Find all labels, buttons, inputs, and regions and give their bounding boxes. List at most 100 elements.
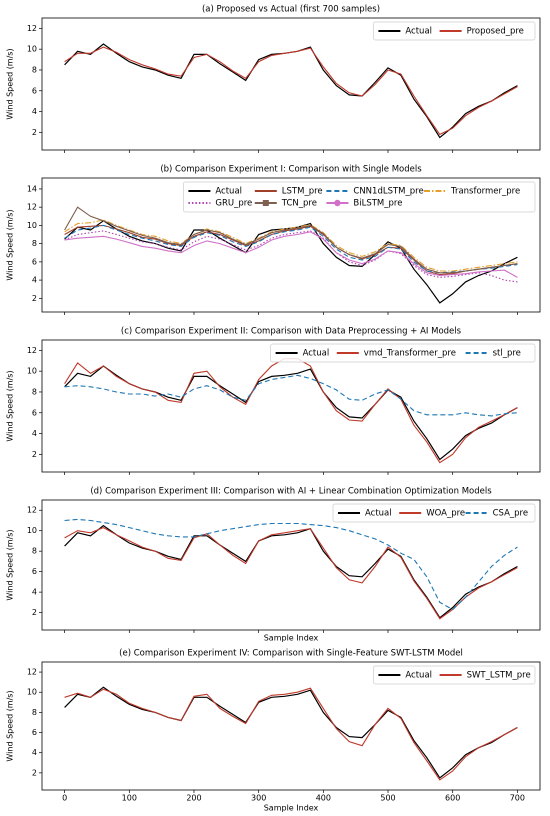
y-tick-label: 8 <box>32 708 37 717</box>
legend-marker <box>334 199 341 207</box>
y-tick-label: 6 <box>32 728 37 737</box>
y-tick-label: 8 <box>32 387 37 396</box>
plot-frame <box>41 499 541 631</box>
x-tick-label: 100 <box>122 794 137 803</box>
y-tick-label: 10 <box>27 526 37 535</box>
series-line <box>64 374 518 417</box>
y-tick-label: 14 <box>27 184 37 193</box>
legend-label: Actual <box>303 349 330 359</box>
legend-box <box>332 503 536 523</box>
plot-frame <box>41 177 541 313</box>
y-axis-label: Wind Speed (m/s) <box>6 529 15 600</box>
legend-label: TCN_pre <box>281 199 317 209</box>
series-line <box>64 206 518 274</box>
series-line <box>64 219 518 272</box>
x-tick-label: 700 <box>510 794 525 803</box>
y-axis-label: Wind Speed (m/s) <box>6 370 15 441</box>
subplot: (b) Comparison Experiment I: Comparison … <box>6 165 541 315</box>
y-tick-label: 6 <box>32 408 37 417</box>
series-line <box>64 220 518 304</box>
legend-label: Transformer_pre <box>450 187 520 197</box>
legend-marker <box>262 200 269 206</box>
y-tick-label: 4 <box>32 748 37 757</box>
y-tick-label: 12 <box>27 24 37 33</box>
plot-frame <box>41 17 541 151</box>
legend-label: Actual <box>215 187 242 197</box>
x-tick-label: 200 <box>186 794 201 803</box>
y-tick-label: 4 <box>32 276 37 285</box>
legend-label: Actual <box>365 509 392 519</box>
y-tick-label: 12 <box>27 203 37 212</box>
series-line <box>64 46 518 136</box>
y-tick-label: 12 <box>27 346 37 355</box>
series-line <box>64 224 518 274</box>
x-tick-label: 600 <box>445 794 460 803</box>
subplot-title: (a) Proposed vs Actual (first 700 sample… <box>202 5 380 15</box>
legend-label: BiLSTM_pre <box>353 199 402 209</box>
legend-label: SWT_LSTM_pre <box>467 671 531 681</box>
subplot: (c) Comparison Experiment II: Comparison… <box>6 327 541 475</box>
y-tick-label: 10 <box>27 688 37 697</box>
subplot: (d) Comparison Experiment III: Compariso… <box>6 487 541 643</box>
legend-label: Proposed_pre <box>467 27 524 37</box>
subplot: (e) Comparison Experiment IV: Comparison… <box>6 649 541 813</box>
x-tick-label: 0 <box>62 794 67 803</box>
legend: Actual vmd_Transformer_pre stl_pre <box>270 343 536 363</box>
subplot-title: (e) Comparison Experiment IV: Comparison… <box>119 649 463 659</box>
y-axis-label: Wind Speed (m/s) <box>6 690 15 761</box>
plot-frame <box>41 339 541 473</box>
y-axis-label: Wind Speed (m/s) <box>6 48 15 119</box>
legend-label: stl_pre <box>493 349 521 359</box>
subplot: (a) Proposed vs Actual (first 700 sample… <box>6 5 541 153</box>
legend-label: LSTM_pre <box>282 187 323 197</box>
y-tick-label: 4 <box>32 107 37 116</box>
legend: Actual LSTM_pre CNN1dLSTM_pre Transformer_p… <box>183 181 536 213</box>
series-line <box>64 687 518 781</box>
y-tick-label: 10 <box>27 45 37 54</box>
legend-label: vmd_Transformer_pre <box>364 349 456 359</box>
series-line <box>64 526 518 620</box>
y-tick-label: 10 <box>27 367 37 376</box>
series-line <box>64 231 518 278</box>
legend-box <box>270 343 536 363</box>
y-tick-label: 2 <box>32 608 37 617</box>
legend: Actual Proposed_pre <box>373 21 536 41</box>
y-tick-label: 6 <box>32 86 37 95</box>
legend-label: Actual <box>405 671 432 681</box>
legend-label: GRU_pre <box>215 199 252 209</box>
y-tick-label: 10 <box>27 221 37 230</box>
series-line <box>64 518 518 611</box>
series-line <box>64 524 518 619</box>
series-line <box>64 43 518 139</box>
legend: Actual SWT_LSTM_pre <box>373 665 536 685</box>
x-axis-label: Sample Index <box>264 804 319 813</box>
y-tick-label: 2 <box>32 294 37 303</box>
y-tick-label: 4 <box>32 429 37 438</box>
y-tick-label: 8 <box>32 239 37 248</box>
y-tick-label: 6 <box>32 567 37 576</box>
y-tick-label: 4 <box>32 588 37 597</box>
subplot-title: (d) Comparison Experiment III: Compariso… <box>90 487 492 497</box>
legend-label: WOA_pre <box>426 509 465 519</box>
legend-label: Actual <box>405 27 432 37</box>
x-tick-label: 500 <box>380 794 395 803</box>
y-tick-label: 2 <box>32 768 37 777</box>
legend-box <box>183 181 536 213</box>
y-tick-label: 12 <box>27 668 37 677</box>
y-tick-label: 6 <box>32 257 37 266</box>
y-axis-label: Wind Speed (m/s) <box>6 209 15 280</box>
series-line <box>64 230 518 283</box>
series-line <box>64 224 518 276</box>
plot-frame <box>41 661 541 791</box>
y-tick-label: 8 <box>32 65 37 74</box>
x-axis-label: Sample Index <box>264 634 319 643</box>
subplot-title: (c) Comparison Experiment II: Comparison… <box>121 327 462 337</box>
y-tick-label: 2 <box>32 128 37 137</box>
series-line <box>64 686 518 779</box>
subplot-title: (b) Comparison Experiment I: Comparison … <box>160 165 422 175</box>
legend: Actual WOA_pre CSA_pre <box>332 503 536 523</box>
series-line <box>64 365 518 461</box>
x-tick-label: 300 <box>251 794 266 803</box>
y-tick-label: 12 <box>27 506 37 515</box>
